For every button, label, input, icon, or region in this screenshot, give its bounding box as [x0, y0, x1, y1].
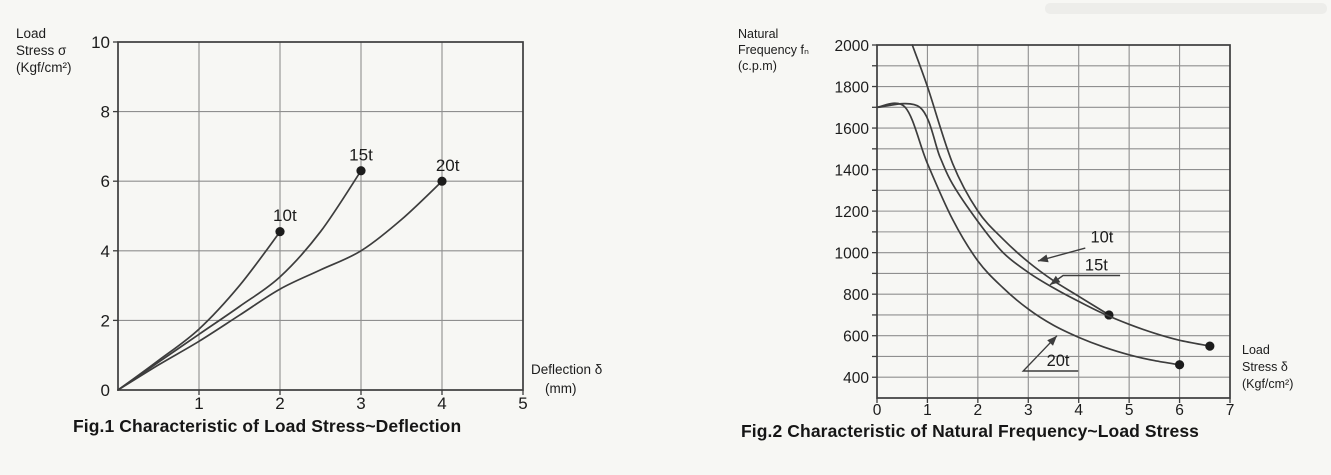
series-20t-label: 20t [1047, 352, 1070, 370]
x-axis-title-line-0: Deflection δ [531, 362, 602, 377]
x-tick-label-2: 2 [275, 394, 284, 413]
y-tick-label-1000: 1000 [835, 246, 870, 263]
series-20t-callout-arrowhead [1047, 335, 1058, 346]
series-20t-end-dot [437, 176, 447, 186]
series-15t-label: 15t [349, 145, 373, 164]
x-tick-label-1: 1 [923, 402, 932, 419]
y-tick-label-6: 6 [101, 172, 110, 191]
series-20t-curve [117, 180, 443, 391]
fig2-caption: Fig.2 Characteristic of Natural Frequenc… [741, 421, 1200, 441]
x-axis-title-line-2: (Kgf/cm²) [1242, 377, 1293, 391]
x-axis-title-line-1: (mm) [545, 381, 576, 396]
series-15t-end-dot [1205, 341, 1215, 351]
x-tick-label-4: 4 [437, 394, 446, 413]
y-tick-label-0: 0 [101, 381, 110, 400]
series-15t-callout-line [1049, 274, 1121, 286]
series-10t-label: 10t [1090, 228, 1113, 246]
x-tick-label-3: 3 [356, 394, 365, 413]
y-tick-label-1600: 1600 [835, 121, 870, 138]
scan-artifact-smudge [1045, 3, 1327, 14]
y-axis-title-line-1: Stress σ [16, 43, 67, 58]
plot-border [117, 41, 524, 391]
series-20t-end-dot [1174, 360, 1185, 370]
fig2-natural-frequency-load-stress-chart: 0 1 2 3 4 5 6 7 400 600 800 1000 1200 1400 1600 1800 200… [738, 27, 1293, 419]
y-tick-label-2: 2 [101, 311, 110, 330]
y-axis-title-line-2: (c.p.m) [738, 59, 777, 73]
fig1-load-stress-deflection-chart: 1 2 3 4 5 0 2 4 6 8 10 Load Stress σ (Kgf/cm²) Deflect… [16, 26, 602, 413]
y-tick-label-1400: 1400 [835, 163, 870, 180]
series-15t-curve [117, 169, 362, 391]
y-axis-title-line-0: Load [16, 26, 46, 41]
series-15t-end-dot [356, 166, 366, 176]
series-15t-label: 15t [1085, 256, 1108, 274]
y-tick-label-4: 4 [101, 242, 110, 261]
y-tick-label-8: 8 [101, 103, 110, 122]
y-tick-label-400: 400 [843, 370, 869, 387]
series-10t-callout-arrowhead [1037, 254, 1049, 263]
y-axis-title-line-1: Frequency fₙ [738, 43, 809, 57]
plot-area-load-stress-deflection: 1 2 3 4 5 0 2 4 6 8 10 Load Stress σ (Kgf/cm²) Deflect… [16, 26, 602, 413]
series-10t-curve [117, 230, 281, 391]
x-tick-label-2: 2 [974, 402, 983, 419]
x-tick-label-0: 0 [873, 402, 882, 419]
x-tick-label-7: 7 [1226, 402, 1235, 419]
series-10t-end-dot [275, 227, 285, 237]
series-20t-label: 20t [436, 156, 460, 175]
series-20t-curve [876, 102, 1181, 366]
x-axis-title-line-0: Load [1242, 343, 1270, 357]
x-tick-label-5: 5 [1125, 402, 1134, 419]
plot-border [876, 44, 1231, 399]
x-tick-label-6: 6 [1175, 402, 1184, 419]
y-axis-title-line-0: Natural [738, 27, 778, 41]
y-tick-label-600: 600 [843, 329, 869, 346]
fig1-caption: Fig.1 Characteristic of Load Stress~Defl… [73, 416, 462, 436]
x-tick-label-1: 1 [194, 394, 203, 413]
y-tick-label-2000: 2000 [835, 38, 870, 55]
x-tick-label-5: 5 [518, 394, 527, 413]
y-tick-label-1800: 1800 [835, 80, 870, 97]
y-axis-title-line-2: (Kgf/cm²) [16, 60, 72, 75]
series-15t-curve [876, 102, 1211, 347]
series-15t-callout-arrowhead [1049, 275, 1061, 285]
y-tick-label-10: 10 [91, 33, 110, 52]
x-axis-title-line-1: Stress δ [1242, 360, 1288, 374]
y-tick-label-800: 800 [843, 287, 869, 304]
plot-area-natural-frequency-load-stress: 0 1 2 3 4 5 6 7 400 600 800 1000 1200 1400 1600 1800 200… [738, 27, 1293, 419]
series-10t-label: 10t [273, 206, 297, 225]
y-tick-label-1200: 1200 [835, 204, 870, 221]
x-tick-label-3: 3 [1024, 402, 1033, 419]
series-10t-curve [911, 44, 1110, 316]
x-tick-label-4: 4 [1074, 402, 1083, 419]
series-20t-callout-line [1021, 335, 1079, 372]
